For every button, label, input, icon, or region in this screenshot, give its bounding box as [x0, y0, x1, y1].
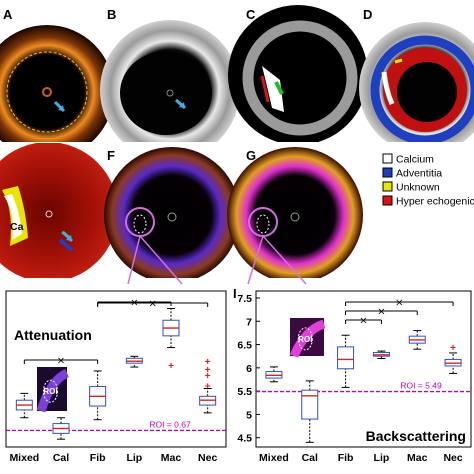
y-tick-label: 6.5	[237, 340, 252, 352]
roi-inset-band	[289, 319, 326, 358]
x-tick-label: Fib	[90, 452, 106, 464]
panel-label-a: A	[3, 7, 13, 22]
outlier-mark: +	[205, 365, 211, 376]
calcium-marker-label: Ca	[10, 221, 24, 233]
panel-b-ivus-image	[100, 20, 240, 142]
chart-title: Backscattering	[366, 428, 466, 444]
x-tick-label: Mac	[161, 452, 182, 464]
legend-label: Adventitia	[396, 168, 442, 180]
roi-threshold-label: ROI = 5.49	[400, 381, 442, 391]
roi-inset-outline	[297, 327, 313, 351]
significance-mark: ×	[57, 356, 65, 367]
box	[301, 389, 319, 420]
panel-label-d: D	[363, 7, 372, 22]
arrow-icon	[58, 105, 64, 111]
legend-swatch	[382, 181, 393, 192]
arrow-icon	[179, 102, 185, 108]
x-tick-label: Cal	[53, 452, 69, 464]
x-tick-label: Mac	[407, 452, 428, 464]
panel-c-segmentation	[228, 0, 368, 142]
outlier-mark: +	[205, 371, 211, 382]
panel-label-f: F	[107, 148, 115, 163]
x-tick-label: Mixed	[9, 452, 39, 464]
outlier-mark: +	[205, 357, 211, 368]
arrow-icon	[66, 235, 72, 241]
x-tick-label: Nec	[443, 452, 462, 464]
legend-label: Calcium	[396, 154, 434, 166]
x-tick-label: Fib	[338, 452, 354, 464]
y-tick-label: 4.5	[237, 433, 252, 445]
panel-e-combined	[0, 143, 118, 278]
legend: Calcium Adventitia Unknown Hyper echogenici…	[382, 153, 474, 208]
roi-inset-band	[36, 368, 70, 413]
x-tick-label: Lip	[126, 452, 142, 464]
significance-mark: ×	[130, 298, 138, 309]
significance-mark: ×	[148, 299, 156, 310]
attenuation-chart: +++++Mixed Cal Fib Lip Mac Nec×××AttenuationR…	[5, 290, 227, 464]
chart-title: Attenuation	[14, 327, 92, 343]
backscattering-chart: 4.5 5 5.5 6 6.5 7 7.5 + Mixed Cal Fib Lip Mac Nec × × × B…	[233, 286, 472, 464]
y-tick-label: 6	[246, 363, 252, 375]
panel-label-g: G	[246, 148, 256, 163]
panel-f-attenuation-map	[104, 147, 240, 278]
legend-label: Hyper echogenicit	[396, 196, 474, 208]
legend-swatch	[382, 195, 393, 206]
panel-g-backscatter-map	[227, 147, 363, 278]
panel-d-ivus-overlay	[359, 22, 474, 142]
x-tick-label: Lip	[374, 452, 390, 464]
y-tick-label: 5.5	[237, 386, 252, 398]
significance-mark: ×	[359, 316, 367, 327]
plot-frame	[5, 290, 227, 448]
outlier-mark: +	[168, 361, 174, 372]
y-tick-label: 7.5	[237, 293, 252, 305]
box	[337, 346, 355, 370]
roi-threshold-label: ROI = 0.67	[149, 419, 191, 429]
panel-label-c: C	[246, 7, 256, 22]
roi-connector	[247, 235, 307, 285]
panel-a-oct-image	[0, 25, 114, 142]
legend-label: Unknown	[396, 182, 440, 194]
legend-swatch	[382, 153, 393, 164]
roi-connector	[127, 235, 183, 285]
roi-inset-label: ROI	[43, 387, 57, 396]
outlier-mark: +	[205, 382, 211, 393]
significance-mark: ×	[395, 298, 403, 309]
panel-label-b: B	[107, 7, 116, 22]
x-tick-label: Cal	[302, 452, 318, 464]
outlier-mark: +	[450, 343, 456, 354]
x-tick-label: Mixed	[259, 452, 289, 464]
significance-mark: ×	[377, 307, 385, 318]
y-tick-label: 7	[246, 316, 252, 328]
roi-inset-outline	[43, 379, 58, 403]
panel-label: I	[233, 286, 237, 301]
x-tick-label: Nec	[198, 452, 217, 464]
plot-frame	[255, 290, 472, 448]
roi-inset-label: ROI	[298, 335, 312, 344]
y-tick-label: 5	[246, 409, 252, 421]
legend-swatch	[382, 167, 393, 178]
